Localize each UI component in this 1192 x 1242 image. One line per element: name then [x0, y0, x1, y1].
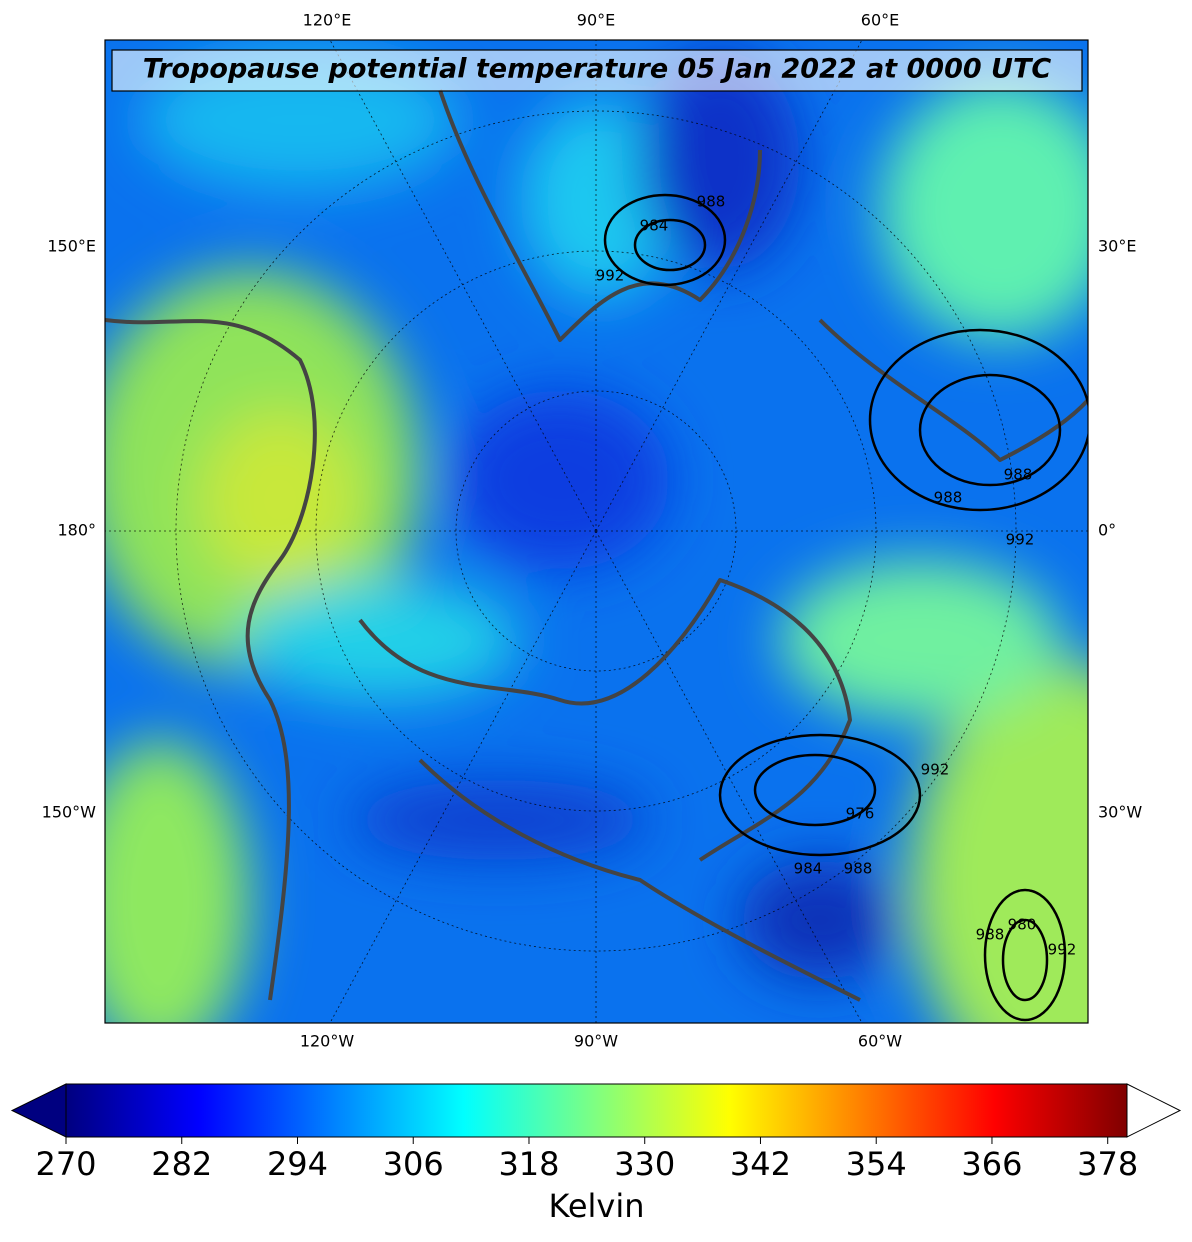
lon-label: 0° — [1098, 521, 1116, 540]
lon-label: 150°E — [47, 237, 96, 256]
colorbar: 270 282 294 306 318 330 342 354 366 378 Kelvin — [10, 1083, 1182, 1225]
colorbar-extend-min — [10, 1083, 67, 1138]
contour-label: 992 — [596, 267, 625, 285]
lon-label: 90°E — [577, 11, 615, 30]
contour-label: 984 — [640, 217, 669, 235]
colorbar-tick-label: 282 — [151, 1145, 212, 1183]
title-box — [111, 49, 1083, 92]
colorbar-extend-max — [1126, 1083, 1182, 1138]
colorbar-tick-label: 354 — [846, 1145, 907, 1183]
lon-label: 120°W — [300, 1032, 355, 1051]
contour-label: 992 — [921, 761, 950, 779]
colorbar-tick-label: 366 — [961, 1145, 1022, 1183]
colorbar-label: Kelvin — [548, 1187, 644, 1225]
lon-label: 30°W — [1098, 803, 1142, 822]
contour-label: 992 — [1048, 941, 1077, 959]
contour-label: 984 — [794, 860, 823, 878]
colorbar-tick-label: 306 — [383, 1145, 444, 1183]
colorbar-tick-label: 318 — [498, 1145, 559, 1183]
contour-label: 988 — [697, 193, 726, 211]
lon-label: 120°E — [303, 11, 352, 30]
colorbar-fill — [66, 1084, 1127, 1137]
contour-label: 980 — [1008, 916, 1037, 934]
colorbar-frame — [65, 1083, 1128, 1138]
colorbar-tick-label: 294 — [267, 1145, 328, 1183]
contour-label: 976 — [846, 805, 875, 823]
map-field — [105, 40, 1088, 1023]
map-title: Tropopause potential temperature 05 Jan … — [143, 54, 1052, 85]
lon-label: 30°E — [1098, 237, 1136, 256]
contour-label: 988 — [1004, 466, 1033, 484]
lon-label: 150°W — [42, 803, 97, 822]
lon-label: 90°W — [574, 1032, 618, 1051]
colorbar-tick-label: 330 — [614, 1145, 675, 1183]
colorbar-tick-label: 270 — [35, 1145, 96, 1183]
map-frame — [104, 39, 1089, 1024]
lon-label: 180° — [57, 521, 96, 540]
lon-label: 60°E — [861, 11, 899, 30]
lon-label: 60°W — [858, 1032, 902, 1051]
contour-label: 992 — [1006, 531, 1035, 549]
contour-label: 988 — [976, 926, 1005, 944]
graticule-labels: 120°E 90°E 60°E 120°W 90°W 60°W 150°E 180° 150°W… — [42, 11, 1143, 1051]
colorbar-tick-label: 378 — [1077, 1145, 1138, 1183]
colorbar-tick-label: 342 — [730, 1145, 791, 1183]
contour-label: 988 — [844, 860, 873, 878]
contour-label: 988 — [934, 489, 963, 507]
